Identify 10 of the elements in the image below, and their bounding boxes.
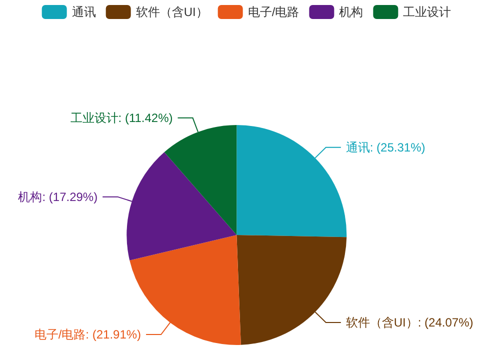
legend-label: 工业设计 xyxy=(403,5,452,19)
data-label: 机构: (17.29%) xyxy=(18,190,98,204)
legend-label: 通讯 xyxy=(72,5,96,19)
data-label: 软件（含UI）: (24.07%) xyxy=(346,315,474,330)
data-label: 工业设计: (11.42%) xyxy=(70,110,173,125)
legend-label: 电子/电路 xyxy=(248,5,300,19)
legend-label: 机构 xyxy=(339,5,364,19)
data-label: 电子/电路: (21.91%) xyxy=(34,328,142,342)
legend-label: 软件（含UI） xyxy=(136,5,208,19)
data-label: 通讯: (25.31%) xyxy=(346,140,426,154)
